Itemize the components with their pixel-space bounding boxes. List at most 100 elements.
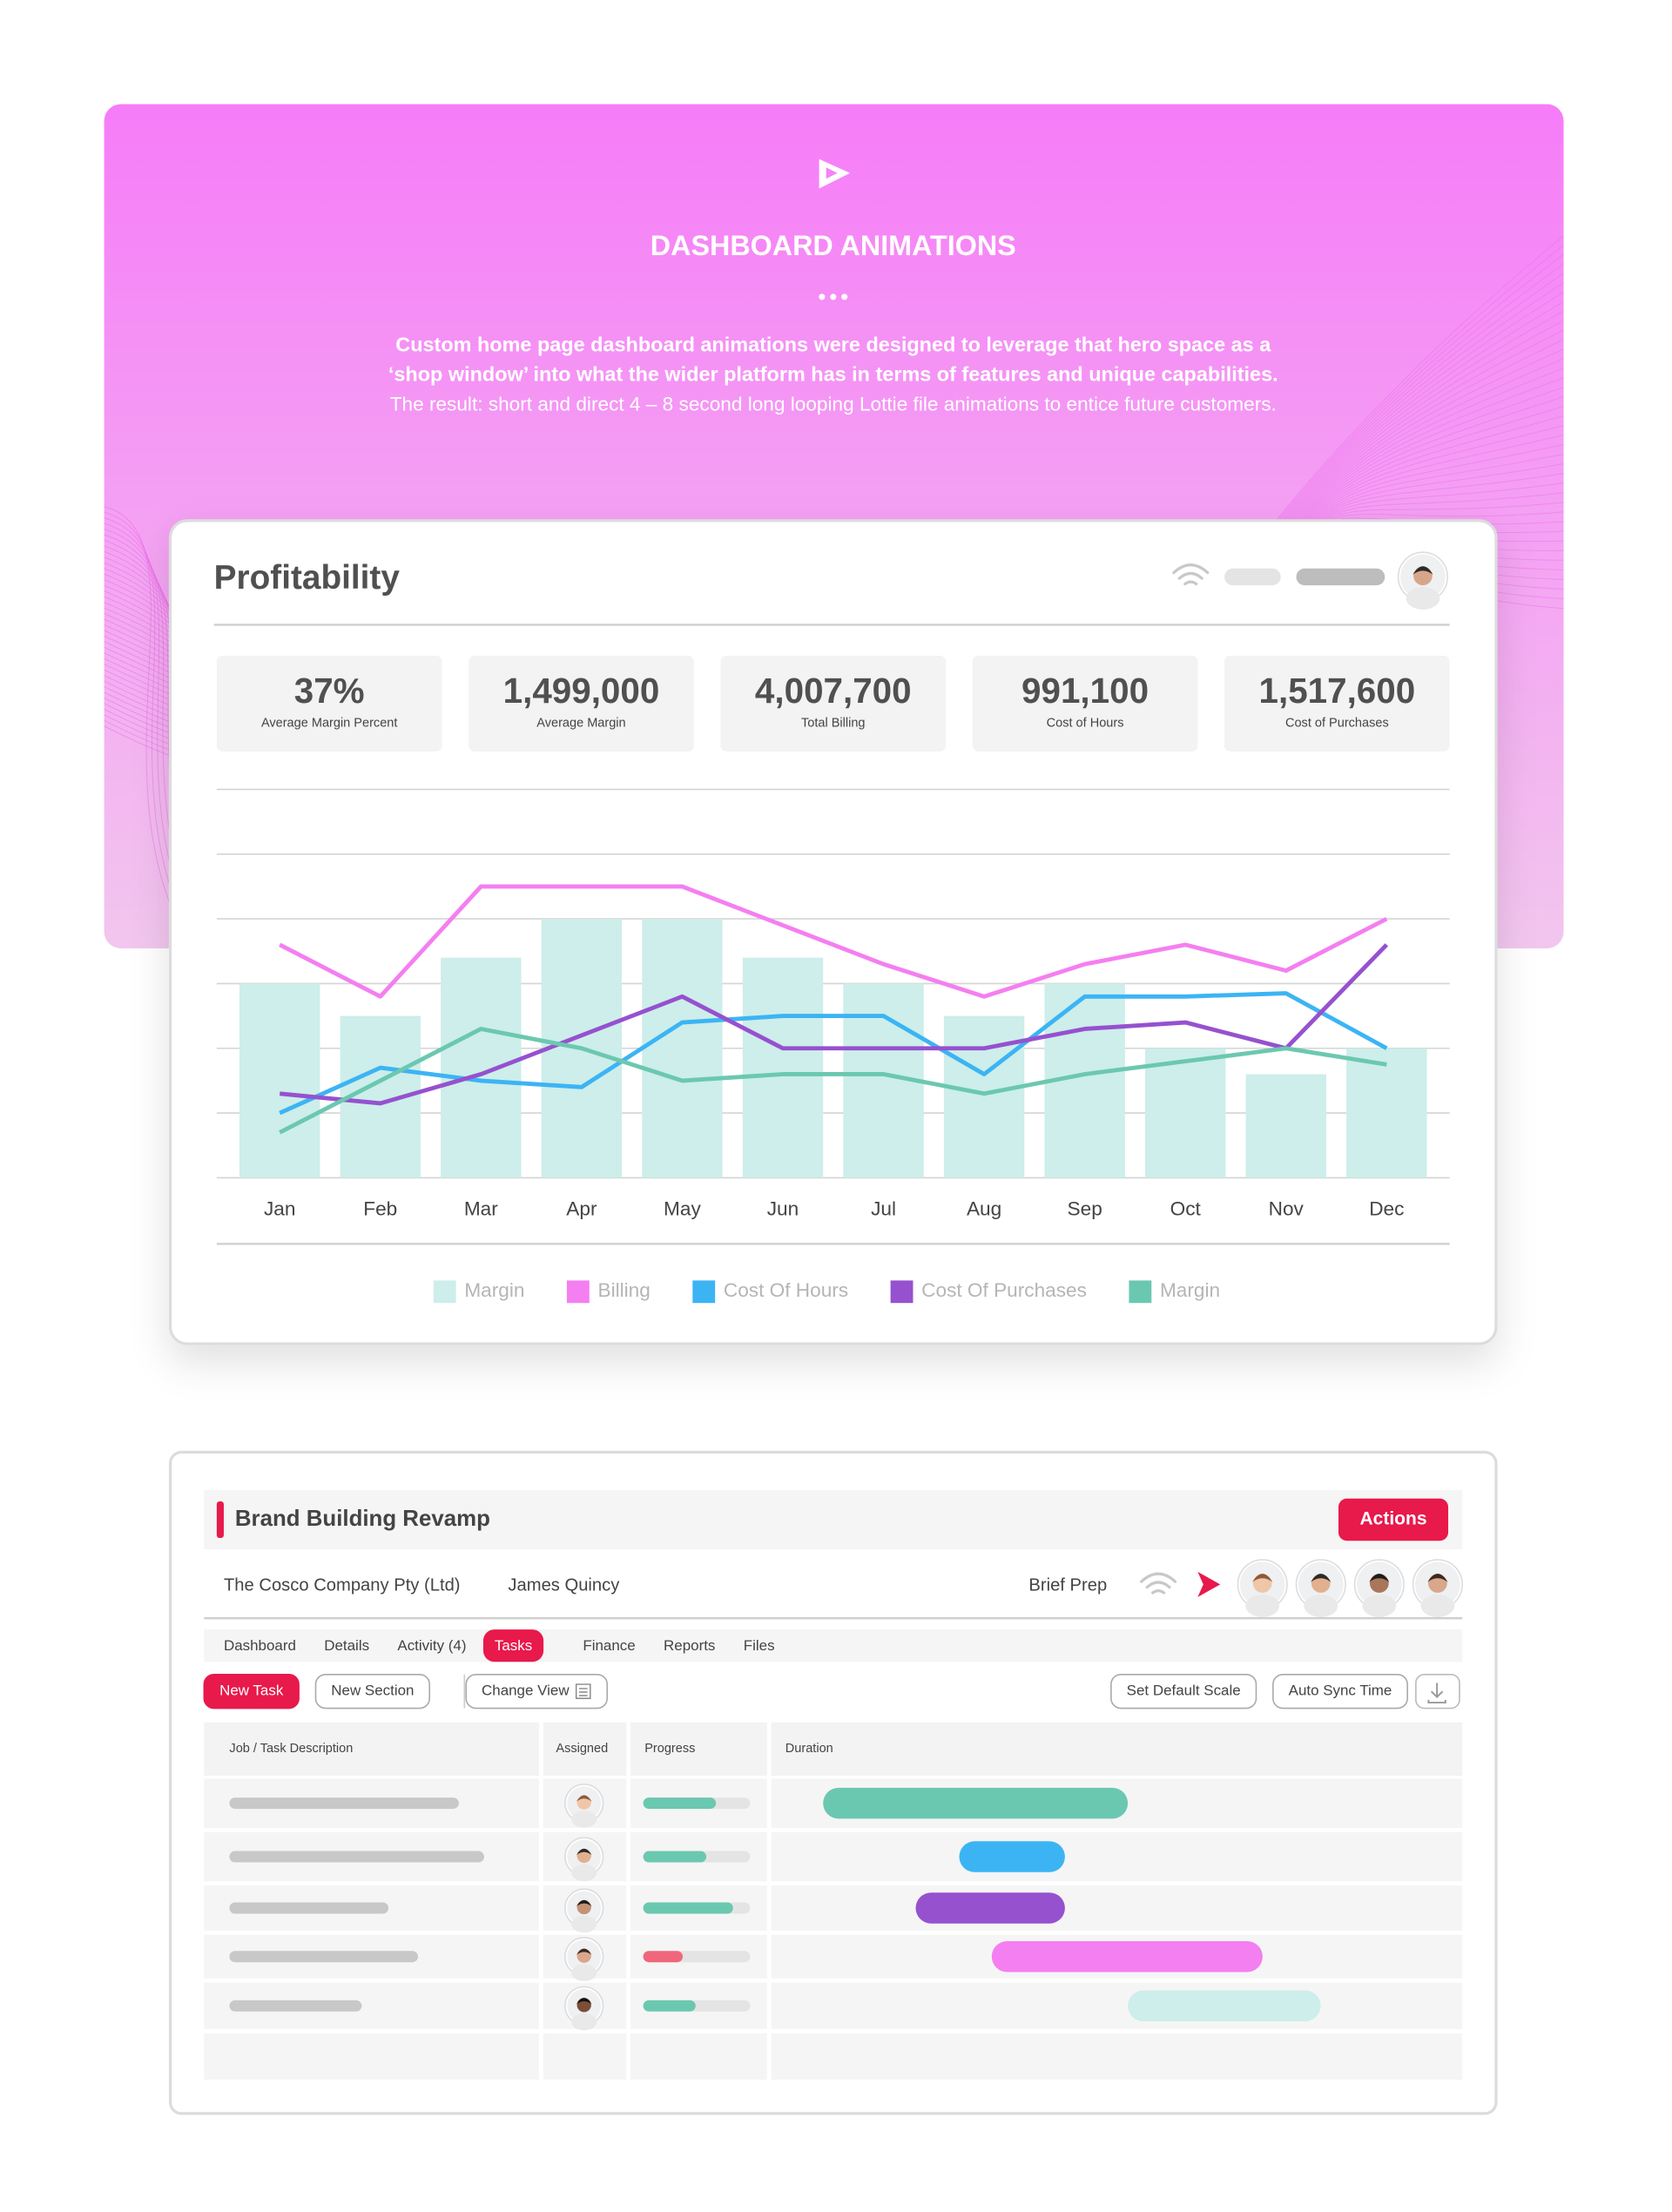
x-tick-label: Mar — [464, 1198, 498, 1220]
avatar-body — [1406, 587, 1440, 610]
tab-label[interactable]: Dashboard — [224, 1637, 296, 1654]
line — [279, 943, 1389, 1106]
x-tick-label: Aug — [967, 1198, 1001, 1220]
button-label[interactable]: New Section — [331, 1683, 414, 1699]
row-avatar — [564, 1937, 604, 1981]
list-icon — [575, 1683, 591, 1699]
wave-line — [104, 511, 204, 949]
card-title: Profitability — [214, 559, 401, 597]
button-frame[interactable] — [465, 1673, 609, 1710]
button-frame[interactable] — [203, 1673, 300, 1710]
avatar-body — [571, 2013, 597, 2031]
project-title: Brand Building Revamp — [235, 1507, 490, 1531]
row-avatar — [564, 1783, 604, 1828]
button-label[interactable]: Change View — [482, 1683, 570, 1699]
button[interactable]: New Section — [314, 1673, 431, 1710]
tab[interactable]: Files — [744, 1637, 775, 1654]
button-frame[interactable] — [1110, 1673, 1257, 1710]
kpi-value: 37% — [294, 671, 365, 711]
table-header — [630, 1722, 767, 1777]
button-frame[interactable] — [1272, 1673, 1408, 1710]
kpi-label: Average Margin — [536, 716, 625, 730]
wifi-icon — [1172, 563, 1210, 586]
tab[interactable]: Tasks — [482, 1629, 544, 1662]
tab[interactable]: Finance — [583, 1637, 635, 1654]
button-label[interactable]: Auto Sync Time — [1289, 1683, 1392, 1699]
legend-swatch — [1129, 1280, 1152, 1304]
tab[interactable]: Dashboard — [224, 1637, 296, 1654]
legend-label: Billing — [597, 1279, 650, 1301]
avatar-body — [571, 1915, 597, 1933]
tab[interactable]: Details — [324, 1637, 369, 1654]
progress-fill — [643, 1797, 717, 1810]
hero-text: Custom home page dashboard animations we… — [395, 334, 1271, 356]
avatar-hair — [576, 1948, 592, 1955]
dots — [819, 293, 848, 300]
x-tick-label: Apr — [566, 1198, 597, 1220]
bar — [1245, 1074, 1326, 1178]
accent — [216, 1501, 224, 1539]
table-header — [204, 1722, 539, 1777]
avatar-body — [1304, 1594, 1338, 1617]
project-header — [204, 1490, 1463, 1549]
legend-label: Margin — [1160, 1279, 1220, 1301]
avatar-body — [1362, 1594, 1397, 1617]
avatar-body — [1420, 1594, 1455, 1617]
kpi-box — [1224, 655, 1450, 752]
tab-label[interactable]: Files — [744, 1637, 775, 1654]
tab-label[interactable]: Tasks — [495, 1637, 532, 1654]
table-cell — [204, 2033, 539, 2080]
kpi-label: Cost of Purchases — [1285, 716, 1389, 730]
avatar-hair — [576, 1848, 592, 1856]
bar — [943, 1015, 1025, 1178]
text-placeholder — [229, 1797, 459, 1810]
avatar-hair — [576, 1899, 592, 1907]
x-tick-label: Dec — [1369, 1198, 1404, 1220]
wifi-icon — [1140, 1572, 1177, 1595]
kpi-box — [216, 655, 442, 752]
line — [279, 1027, 1387, 1135]
tab-label[interactable]: Activity (4) — [397, 1637, 466, 1654]
tab-label[interactable]: Details — [324, 1637, 369, 1654]
row-avatar — [564, 1986, 604, 2031]
tab-bar — [204, 1629, 1463, 1662]
placeholder-pill — [1224, 568, 1281, 586]
avatar-hair — [576, 1795, 592, 1802]
avatar-body — [1245, 1594, 1280, 1617]
tab[interactable]: Activity (4) — [397, 1637, 466, 1654]
table-cell — [771, 2033, 1463, 2080]
button-frame[interactable] — [314, 1673, 431, 1710]
button[interactable]: New Task — [203, 1673, 300, 1710]
table-cell — [771, 1831, 1463, 1882]
x-tick-label: Jul — [871, 1198, 896, 1220]
table-cell — [771, 1982, 1463, 2029]
legend-swatch — [433, 1280, 456, 1304]
gantt-bar — [915, 1892, 1065, 1924]
tab-label[interactable]: Finance — [583, 1637, 635, 1654]
text-placeholder — [229, 2000, 362, 2012]
gantt-bar — [1128, 1990, 1321, 2022]
table-header — [771, 1722, 1463, 1777]
button-label[interactable]: Set Default Scale — [1127, 1683, 1241, 1699]
column-label: Job / Task Description — [229, 1742, 353, 1756]
avatar-body — [571, 1964, 597, 1981]
tab[interactable]: Reports — [664, 1637, 715, 1654]
client: The Cosco Company Pty (Ltd) — [224, 1575, 461, 1595]
button[interactable]: Set Default Scale — [1110, 1673, 1257, 1710]
actions-button[interactable] — [1338, 1498, 1449, 1541]
avatar-hair — [1412, 566, 1433, 575]
actions-label[interactable]: Actions — [1359, 1509, 1426, 1529]
legend-label: Cost Of Purchases — [921, 1279, 1087, 1301]
tab-active[interactable] — [482, 1629, 544, 1662]
button[interactable]: Auto Sync Time — [1272, 1673, 1408, 1710]
button[interactable]: Change View — [465, 1673, 609, 1710]
text-placeholder — [229, 1902, 389, 1914]
button-label[interactable]: New Task — [219, 1683, 284, 1699]
bar — [742, 957, 824, 1178]
download-button[interactable] — [1415, 1673, 1460, 1710]
tab-label[interactable]: Reports — [664, 1637, 715, 1654]
logo — [819, 158, 851, 189]
avatar-body — [571, 1864, 597, 1882]
kpi-box — [720, 655, 947, 752]
